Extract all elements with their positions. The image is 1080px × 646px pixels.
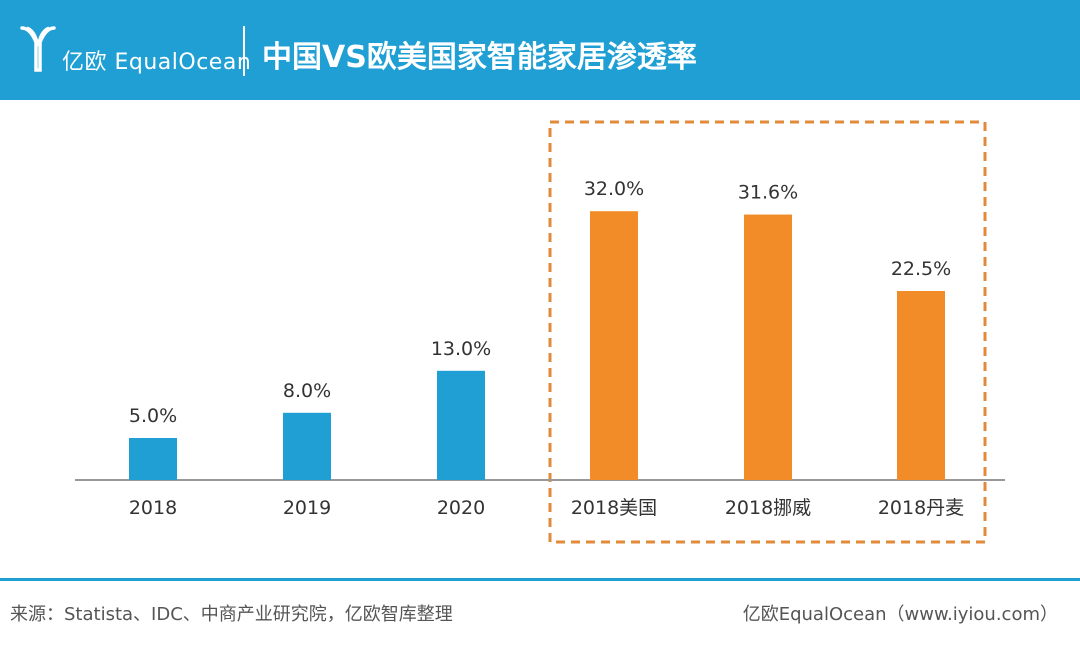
bar-1 — [283, 412, 331, 480]
chart-title: 中国VS欧美国家智能家居渗透率 — [262, 40, 697, 75]
tick-label-2: 2020 — [437, 497, 485, 519]
bar-2 — [437, 370, 485, 480]
data-label-3: 32.0% — [584, 178, 644, 200]
tick-label-4: 2018挪威 — [725, 497, 811, 519]
tick-label-0: 2018 — [129, 497, 177, 519]
equalocean-logo-icon — [20, 26, 56, 72]
bar-chart: 5.0% 2018 8.0% 2019 13.0% 2020 32.0% 2018美国 31.6… — [75, 120, 1005, 544]
data-label-0: 5.0% — [129, 405, 177, 427]
bar-4 — [744, 214, 792, 480]
tick-label-5: 2018丹麦 — [878, 497, 964, 519]
tick-label-1: 2019 — [283, 497, 331, 519]
data-label-2: 13.0% — [431, 338, 491, 360]
footer-divider — [0, 578, 1080, 581]
data-label-1: 8.0% — [283, 380, 331, 402]
data-label-5: 22.5% — [891, 258, 951, 280]
data-label-4: 31.6% — [738, 182, 798, 204]
tick-label-3: 2018美国 — [571, 497, 657, 519]
brand-name: 亿欧 EqualOcean — [62, 50, 252, 75]
bar-0 — [129, 438, 177, 480]
source-note: 来源：Statista、IDC、中商产业研究院，亿欧智库整理 — [10, 604, 453, 625]
bar-5 — [897, 291, 945, 480]
header-divider — [243, 26, 245, 76]
credit-note: 亿欧EqualOcean（www.iyiou.com） — [742, 604, 1058, 625]
highlight-box — [548, 120, 987, 544]
header-banner: 亿欧 EqualOcean 中国VS欧美国家智能家居渗透率 — [0, 0, 1080, 100]
bar-3 — [590, 211, 638, 480]
